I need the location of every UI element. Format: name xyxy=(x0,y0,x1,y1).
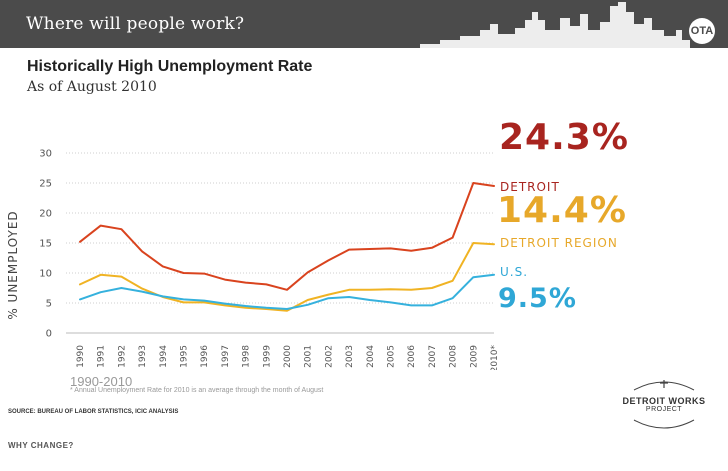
x-tick-label: 1993 xyxy=(138,345,148,368)
chart-title: Historically High Unemployment Rate xyxy=(27,58,313,75)
x-tick-label: 1994 xyxy=(159,345,169,368)
y-tick-label: 5 xyxy=(46,299,52,310)
x-tick-label: 2002 xyxy=(324,345,334,368)
x-tick-label: 2001 xyxy=(304,345,314,368)
series-line-detroit-region xyxy=(79,242,495,312)
section-label: WHY CHANGE? xyxy=(8,441,74,450)
y-tick-label: 20 xyxy=(39,209,52,220)
source-note: SOURCE: BUREAU OF LABOR STATISTICS, ICIC… xyxy=(8,409,179,415)
x-tick-label: 1992 xyxy=(117,345,127,368)
us-value-callout: 9.5% xyxy=(498,283,577,314)
detroit-works-logo: DETROIT WORKS PROJECT xyxy=(618,376,710,432)
chart-series xyxy=(79,182,495,312)
region-label-callout: DETROIT REGION xyxy=(500,236,618,250)
y-tick-label: 10 xyxy=(39,269,52,280)
y-tick-label: 0 xyxy=(46,329,52,340)
x-tick-label: 2004 xyxy=(366,345,376,368)
y-tick-label: 30 xyxy=(39,149,52,160)
chart-grid xyxy=(66,152,494,334)
header-title: Where will people work? xyxy=(26,14,245,34)
series-line-u-s- xyxy=(79,273,495,310)
region-value-callout: 14.4% xyxy=(497,190,627,231)
x-tick-label: 1997 xyxy=(221,345,231,368)
chart-subtitle: As of August 2010 xyxy=(27,79,157,95)
x-tick-label: 2009 xyxy=(469,345,479,368)
x-tick-label: 1999 xyxy=(262,345,272,368)
x-tick-label: 2005 xyxy=(387,345,397,368)
x-tick-label: 2008 xyxy=(449,345,459,368)
x-tick-label: 1996 xyxy=(200,345,210,368)
footnote: * Annual Unemployment Rate for 2010 is a… xyxy=(70,387,324,394)
x-tick-label: 2003 xyxy=(345,345,355,368)
ota-logo: OTA xyxy=(689,18,715,44)
x-axis-range-label: 1990-2010 xyxy=(70,374,133,389)
x-tick-label: 2007 xyxy=(428,345,438,368)
logo-sub-text: PROJECT xyxy=(645,406,683,413)
detroit-label-callout: DETROIT xyxy=(500,180,560,194)
y-tick-label: 15 xyxy=(39,239,52,250)
x-tick-label: 2000 xyxy=(283,345,293,368)
x-tick-label: 1995 xyxy=(180,345,190,368)
x-tick-label: 1998 xyxy=(242,345,252,368)
x-tick-label: 2006 xyxy=(407,345,417,368)
x-tick-label: 2010* xyxy=(490,345,500,370)
us-label-callout: U.S. xyxy=(500,265,529,279)
y-tick-label: 25 xyxy=(39,179,52,190)
y-axis-ticks: 0 5 10 15 20 25 30 xyxy=(39,149,52,340)
x-axis-ticks: 1990 1991 1992 1993 1994 1995 1996 1997 1998 1999… xyxy=(76,345,500,370)
detroit-value-callout: 24.3% xyxy=(499,117,629,158)
x-tick-label: 1990 xyxy=(76,345,86,368)
y-axis-label: % UNEMPLOYED xyxy=(6,210,20,319)
x-tick-label: 1991 xyxy=(97,345,107,368)
header-bar: Where will people work? OTA xyxy=(0,0,728,48)
series-line-detroit xyxy=(79,182,495,291)
skyline-graphic xyxy=(420,2,690,48)
logo-main-text: DETROIT WORKS xyxy=(622,396,706,406)
logo-frame xyxy=(633,380,695,429)
